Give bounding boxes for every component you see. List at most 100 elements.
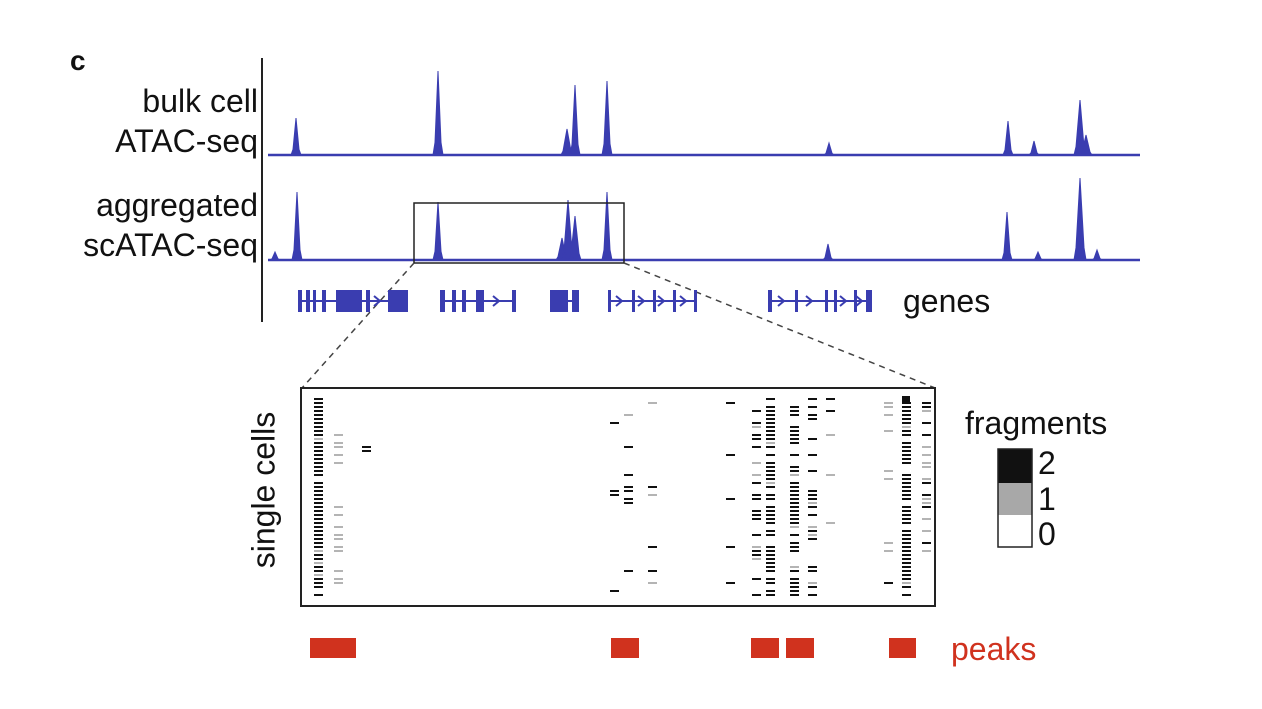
fragment-mark bbox=[902, 418, 911, 420]
fragment-mark bbox=[726, 402, 735, 404]
fragment-mark bbox=[314, 402, 323, 404]
fragment-mark bbox=[314, 502, 323, 504]
fragment-mark bbox=[334, 570, 343, 572]
fragment-mark bbox=[790, 590, 799, 592]
fragment-mark bbox=[624, 498, 633, 500]
fragment-mark bbox=[790, 470, 799, 472]
gene-exon bbox=[306, 290, 310, 312]
fragment-mark bbox=[610, 590, 619, 592]
fragment-mark bbox=[334, 454, 343, 456]
fragment-mark bbox=[808, 406, 817, 408]
gene-exon bbox=[550, 290, 568, 312]
fragment-mark bbox=[790, 486, 799, 488]
fragment-mark bbox=[334, 434, 343, 436]
fragment-mark bbox=[314, 438, 323, 440]
fragment-mark bbox=[314, 414, 323, 416]
fragment-mark bbox=[766, 530, 775, 532]
fragment-mark bbox=[790, 414, 799, 416]
fragment-mark bbox=[790, 406, 799, 408]
fragment-mark bbox=[808, 502, 817, 504]
fragment-mark bbox=[766, 478, 775, 480]
fragment-mark bbox=[902, 450, 911, 452]
gene-strand-arrow bbox=[679, 295, 688, 307]
fragment-mark bbox=[766, 582, 775, 584]
gene-exon bbox=[854, 290, 857, 312]
fragment-mark bbox=[790, 550, 799, 552]
zoom-connector-right bbox=[623, 262, 936, 389]
legend-label-1: 1 bbox=[1038, 481, 1056, 517]
fragments-legend bbox=[997, 448, 1033, 548]
fragment-mark bbox=[752, 482, 761, 484]
fragment-mark bbox=[790, 518, 799, 520]
gene-exon bbox=[866, 290, 872, 312]
fragment-mark bbox=[902, 574, 911, 576]
fragment-mark bbox=[902, 406, 911, 408]
fragment-mark bbox=[790, 594, 799, 596]
fragment-mark bbox=[314, 474, 323, 476]
fragment-mark bbox=[314, 510, 323, 512]
fragment-mark bbox=[902, 490, 911, 492]
fragment-mark bbox=[334, 546, 343, 548]
fragment-mark bbox=[884, 470, 893, 472]
fragment-mark bbox=[790, 506, 799, 508]
fragment-mark bbox=[314, 514, 323, 516]
peak-block bbox=[310, 638, 356, 658]
fragment-mark bbox=[884, 582, 893, 584]
fragment-mark bbox=[902, 582, 911, 584]
fragment-mark bbox=[808, 566, 817, 568]
fragment-mark bbox=[766, 438, 775, 440]
single-cell-matrix-frame bbox=[300, 387, 936, 607]
fragment-mark bbox=[314, 406, 323, 408]
fragment-mark bbox=[314, 494, 323, 496]
fragment-mark bbox=[314, 466, 323, 468]
fragment-mark bbox=[902, 426, 911, 428]
fragment-mark bbox=[808, 454, 817, 456]
fragment-mark bbox=[362, 450, 371, 452]
fragment-mark bbox=[902, 522, 911, 524]
peak-block bbox=[611, 638, 639, 658]
fragment-mark bbox=[808, 570, 817, 572]
fragment-mark bbox=[902, 414, 911, 416]
fragment-mark bbox=[902, 514, 911, 516]
fragment-mark bbox=[902, 558, 911, 560]
fragment-mark bbox=[766, 522, 775, 524]
fragment-mark bbox=[314, 542, 323, 544]
fragment-mark bbox=[314, 442, 323, 444]
fragment-mark bbox=[808, 526, 817, 528]
fragment-mark bbox=[314, 446, 323, 448]
gene-exon bbox=[298, 290, 302, 312]
gene-exon bbox=[462, 290, 466, 312]
fragment-mark bbox=[314, 582, 323, 584]
fragment-mark bbox=[314, 546, 323, 548]
single-cell-fragment-matrix bbox=[314, 396, 931, 596]
fragment-mark bbox=[790, 566, 799, 568]
fragment-mark bbox=[902, 570, 911, 572]
fragment-mark bbox=[922, 530, 931, 532]
fragment-mark bbox=[808, 514, 817, 516]
fragment-mark bbox=[790, 430, 799, 432]
fragment-mark bbox=[790, 482, 799, 484]
fragment-mark bbox=[314, 518, 323, 520]
fragment-mark bbox=[902, 506, 911, 508]
fragment-mark bbox=[902, 518, 911, 520]
fragment-mark bbox=[752, 578, 761, 580]
fragment-mark bbox=[610, 490, 619, 492]
fragment-mark bbox=[314, 426, 323, 428]
fragment-mark bbox=[766, 418, 775, 420]
bulk-coverage-peaks bbox=[268, 70, 1140, 156]
fragment-mark bbox=[808, 538, 817, 540]
fragment-mark bbox=[766, 566, 775, 568]
fragment-mark bbox=[766, 534, 775, 536]
fragment-mark bbox=[766, 406, 775, 408]
fragment-mark bbox=[922, 542, 931, 544]
fragment-mark bbox=[314, 538, 323, 540]
fragment-mark bbox=[808, 470, 817, 472]
gene-exon bbox=[388, 290, 408, 312]
gene-exon bbox=[366, 290, 370, 312]
fragment-mark bbox=[766, 462, 775, 464]
fragment-mark bbox=[766, 506, 775, 508]
fragment-mark bbox=[902, 430, 911, 432]
fragment-mark bbox=[902, 546, 911, 548]
